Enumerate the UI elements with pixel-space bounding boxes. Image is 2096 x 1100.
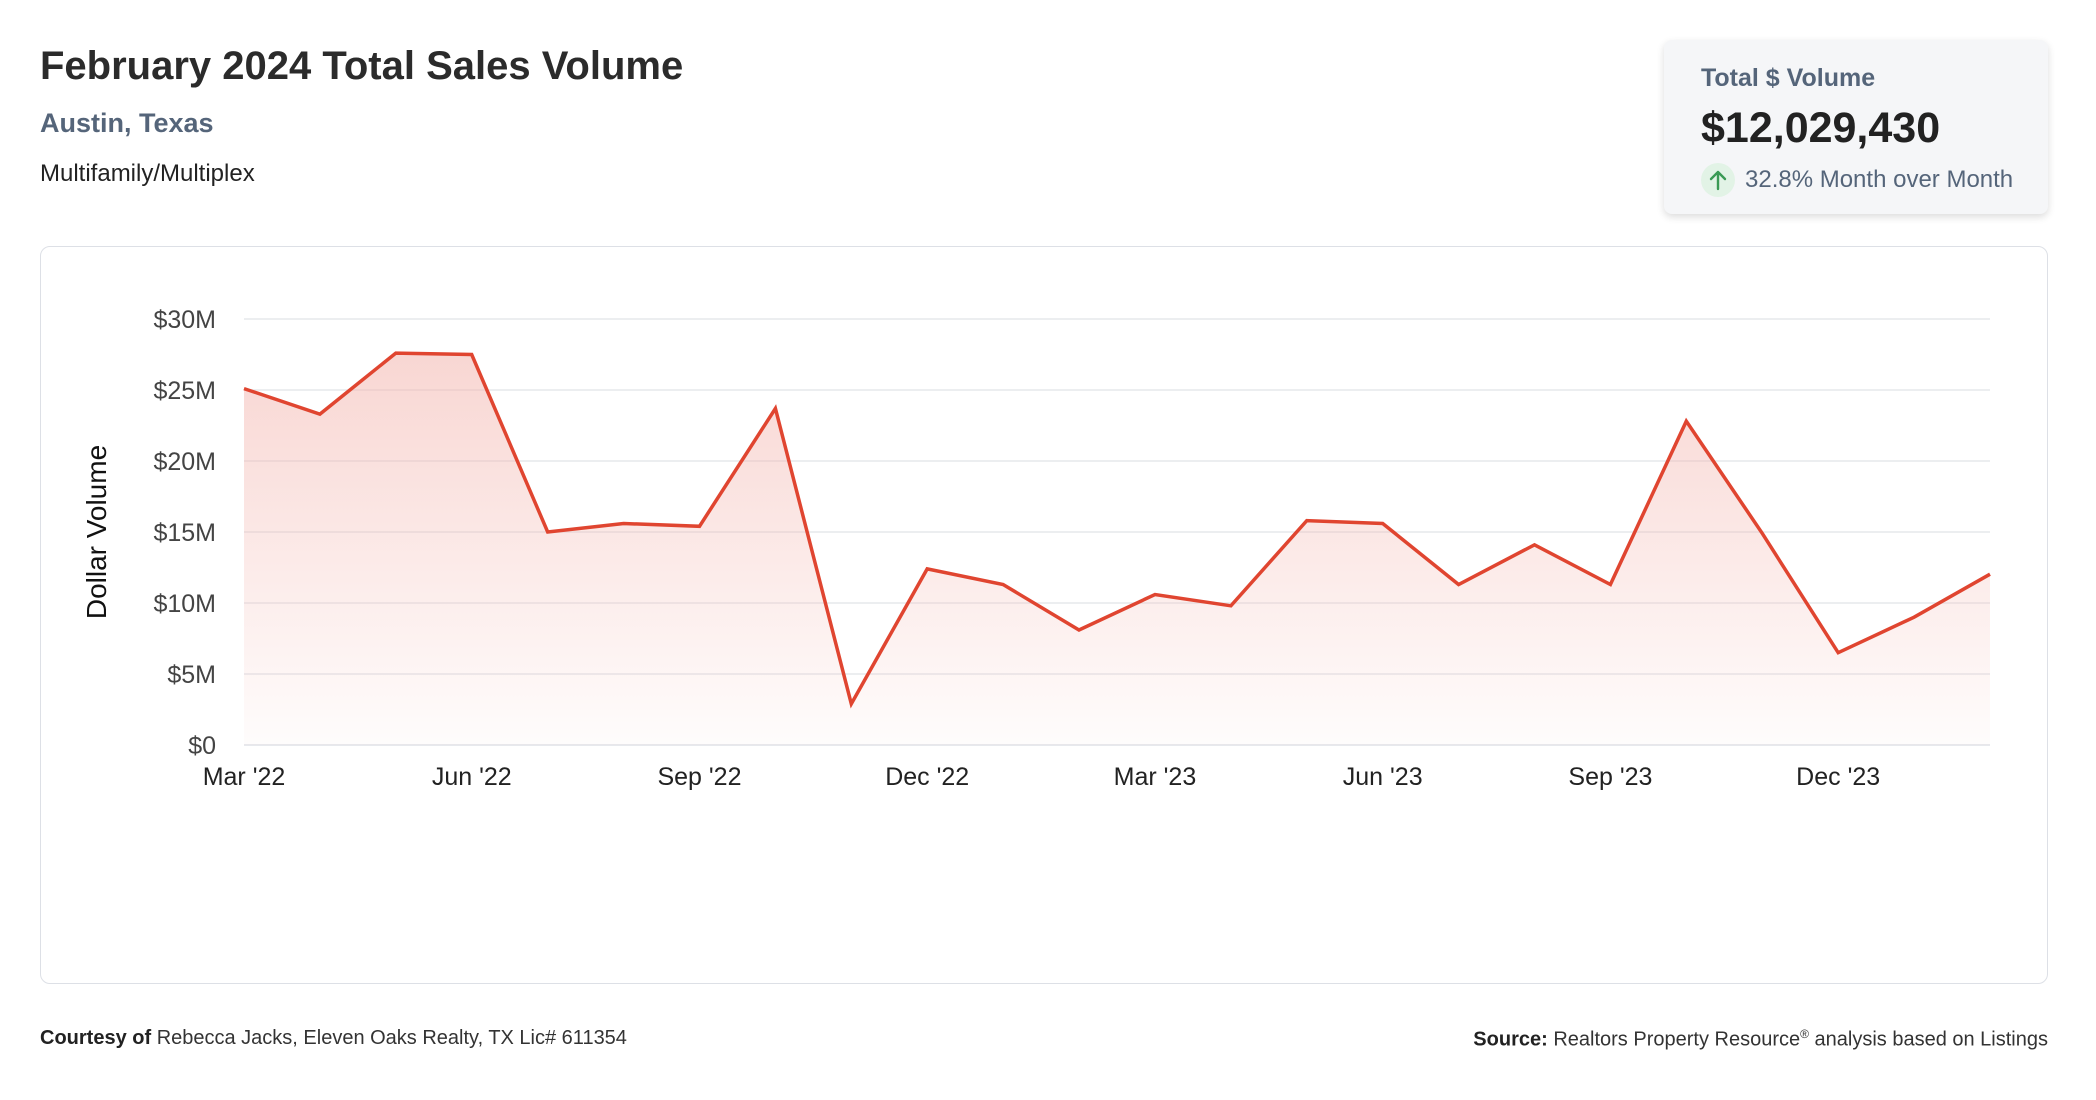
data-point [317,411,323,417]
data-point [1987,571,1993,577]
series-area [244,353,1990,745]
data-point [772,406,778,412]
y-tick-label: $10M [153,590,216,618]
data-point [1835,650,1841,656]
data-point [1304,518,1310,524]
source-text: Realtors Property Resource [1553,1028,1801,1051]
chart-container: $0 $5M $10M $15M $20M $25M $30M Dollar Volume Ma… [40,246,2048,984]
data-point [393,350,399,356]
arrow-up-icon [1701,163,1735,197]
courtesy-text: Rebecca Jacks, Eleven Oaks Realty, TX Li… [156,1027,627,1049]
data-point [1607,582,1613,588]
kpi-change-row: 32.8% Month over Month [1701,162,2013,198]
x-tick-label: Mar '23 [1114,763,1197,791]
data-point [848,701,854,707]
data-point [1380,521,1386,527]
y-tick-label: $15M [153,519,216,547]
kpi-label: Total $ Volume [1701,64,1876,92]
x-tick-label: Sep '23 [1568,763,1652,791]
y-tick-label: $20M [153,448,216,476]
data-point [1000,582,1006,588]
kpi-card: Total $ Volume $12,029,430 32.8% Month o… [1664,40,2048,214]
x-tick-label: Mar '22 [203,763,286,791]
kpi-change-text: 32.8% Month over Month [1745,166,2014,193]
data-point [1076,627,1082,633]
source-footer: Source: Realtors Property Resource® anal… [1473,1027,2048,1052]
data-point [469,352,475,358]
page-title: February 2024 Total Sales Volume [40,44,684,88]
source-label: Source: [1473,1028,1548,1051]
registered-mark: ® [1800,1027,1809,1041]
data-point [1456,582,1462,588]
y-axis-title: Dollar Volume [81,445,112,619]
y-tick-label: $30M [153,306,216,334]
x-tick-label: Jun '22 [432,763,512,791]
kpi-value: $12,029,430 [1701,104,1941,152]
y-tick-label: $0 [188,732,216,760]
x-tick-label: Jun '23 [1343,763,1423,791]
courtesy-footer: Courtesy of Rebecca Jacks, Eleven Oaks R… [40,1027,627,1050]
source-suffix: analysis based on Listings [1814,1028,2048,1051]
series-line [243,351,1991,709]
data-point [545,529,551,535]
location-label: Austin, Texas [40,108,214,138]
y-tick-label: $5M [167,661,216,689]
data-point [1911,614,1917,620]
x-tick-label: Dec '22 [885,763,969,791]
data-point [1228,603,1234,609]
property-type-label: Multifamily/Multiplex [40,160,255,187]
x-tick-label: Dec '23 [1796,763,1880,791]
data-point [1152,592,1158,598]
data-point [1759,530,1765,536]
x-tick-label: Sep '22 [657,763,741,791]
data-point [697,523,703,529]
data-point [1532,542,1538,548]
data-point [621,521,627,527]
data-point [1683,418,1689,424]
courtesy-label: Courtesy of [40,1027,152,1049]
y-tick-label: $25M [153,377,216,405]
data-point [924,566,930,572]
data-point [241,386,247,392]
sales-volume-chart: $0 $5M $10M $15M $20M $25M $30M Dollar Volume Ma… [81,306,1993,791]
